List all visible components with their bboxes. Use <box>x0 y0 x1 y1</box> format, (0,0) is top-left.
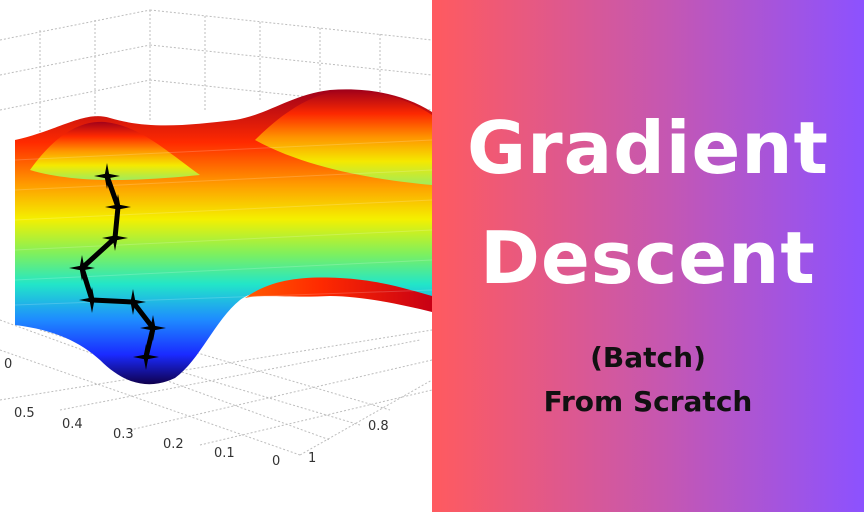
path-step-marker <box>120 289 146 315</box>
z-tick: 0 <box>4 357 12 372</box>
surface-peak-right <box>255 90 432 185</box>
path-step-marker <box>102 225 128 251</box>
title-panel: Gradient Descent (Batch) From Scratch <box>432 0 864 512</box>
surface-fold <box>245 277 432 312</box>
x-tick: 0.2 <box>163 437 184 452</box>
subtitle-line-1: (Batch) <box>590 341 706 374</box>
surface-plot: 0.5 0.4 0.3 0.2 0.1 0 1 0.8 0 <box>0 9 432 469</box>
path-step-marker <box>140 315 166 341</box>
y-tick: 0.8 <box>368 419 389 434</box>
path-step-marker <box>69 255 95 281</box>
surface-peak-left <box>30 121 200 180</box>
y-tick: 1 <box>308 451 316 466</box>
descent-path <box>69 163 166 370</box>
path-step-marker <box>79 287 105 313</box>
subtitle-line-2: From Scratch <box>543 385 753 418</box>
y-axis-ticks: 1 0.8 <box>308 419 389 466</box>
path-step-marker <box>105 194 131 220</box>
x-tick: 0.1 <box>214 446 235 461</box>
x-axis-ticks: 0.5 0.4 0.3 0.2 0.1 0 <box>14 406 280 469</box>
path-step-marker <box>94 163 120 189</box>
title-line-2: Descent <box>480 216 816 300</box>
axis-grid <box>0 9 432 456</box>
path-step-marker <box>133 344 159 370</box>
x-tick: 0.4 <box>62 417 83 432</box>
title-line-1: Gradient <box>467 106 829 190</box>
surface-plot-svg: 0.5 0.4 0.3 0.2 0.1 0 1 0.8 0 <box>0 9 432 469</box>
x-tick: 0.5 <box>14 406 35 421</box>
x-tick: 0 <box>272 454 280 469</box>
x-tick: 0.3 <box>113 427 134 442</box>
